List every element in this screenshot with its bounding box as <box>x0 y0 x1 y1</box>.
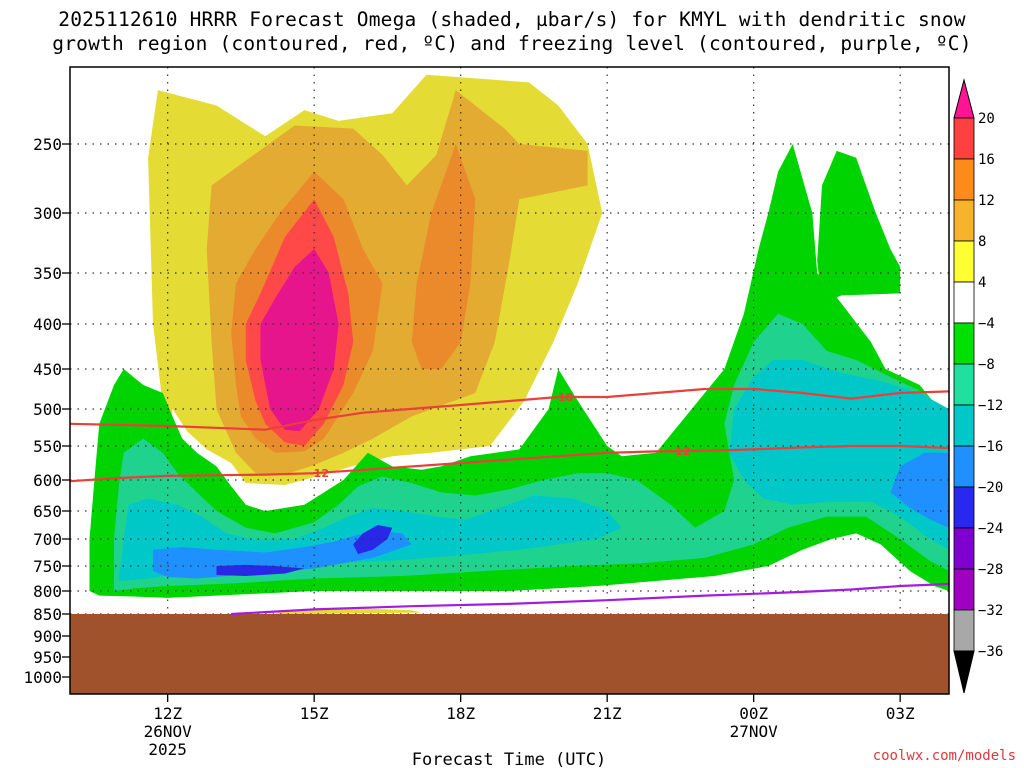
x-tick-label-12Z: 12Z <box>153 704 182 723</box>
contour-lines: -18 -12 -12 <box>70 387 949 616</box>
y-tick-label-800: 800 <box>33 582 62 601</box>
y-tick-label-950: 950 <box>33 648 62 667</box>
y-tick-label-700: 700 <box>33 530 62 549</box>
y-tick-label-850: 850 <box>33 605 62 624</box>
omega-region-4 <box>411 144 476 369</box>
colorbar-swatch-9 <box>953 445 975 488</box>
omega-region-15 <box>216 564 305 576</box>
x-tick-label-00Z: 00Z <box>739 704 768 723</box>
contour-label-1-1: -12 <box>670 445 690 458</box>
omega-region-10 <box>114 313 949 591</box>
y-axis: 250 300 350 400 450 500 550 600 650 700 750 800 850 9… <box>23 135 70 687</box>
colorbar-label-13: −36 <box>978 644 1003 660</box>
colorbar-swatch-10 <box>953 486 975 529</box>
colorbar-swatch-8 <box>953 404 975 447</box>
colorbar-bottom-arrow <box>953 650 975 694</box>
colorbar-label-7: −12 <box>978 398 1003 414</box>
contour-label-1-0: -12 <box>309 467 329 480</box>
contour-line-1 <box>70 444 949 483</box>
chart-title-line-1: 2025112610 HRRR Forecast Omega (shaded, … <box>58 8 966 31</box>
y-tick-label-450: 450 <box>33 360 62 379</box>
omega-region-9 <box>817 150 901 304</box>
x-date-label-12Z: 26NOV <box>144 722 193 741</box>
contour-line-0 <box>70 387 949 431</box>
colorbar-label-11: −28 <box>978 562 1003 578</box>
x-tick-label-18Z: 18Z <box>446 704 475 723</box>
y-tick-label-600: 600 <box>33 471 62 490</box>
x-date-label-00Z: 27NOV <box>730 722 779 741</box>
x-tick-label-15Z: 15Z <box>300 704 329 723</box>
y-tick-label-250: 250 <box>33 135 62 154</box>
colorbar-swatch-6 <box>953 322 975 365</box>
credit-link[interactable]: coolwx.com/models <box>873 748 1016 764</box>
ground-fill <box>70 614 949 694</box>
colorbar-label-3: 8 <box>978 234 986 250</box>
plot-frame <box>69 66 950 695</box>
y-tick-label-650: 650 <box>33 502 62 521</box>
x-tick-label-03Z: 03Z <box>886 704 915 723</box>
x-axis-title: Forecast Time (UTC) <box>412 750 606 768</box>
contour-label-0-0: -18 <box>553 391 573 404</box>
colorbar-label-12: −32 <box>978 603 1003 619</box>
colorbar: 20 16 12 8 4 −4 −8 −12 −16 −20 −24 −28 −32 −36 <box>953 78 1003 694</box>
y-tick-label-1000: 1000 <box>23 668 62 687</box>
omega-region-16 <box>353 525 393 555</box>
colorbar-swatch-2 <box>953 158 975 201</box>
colorbar-swatch-3 <box>953 199 975 242</box>
omega-region-14 <box>890 452 949 528</box>
colorbar-label-4: 4 <box>978 275 986 291</box>
colorbar-swatch-5 <box>953 281 975 324</box>
ground-layer <box>70 614 949 694</box>
y-tick-label-550: 550 <box>33 437 62 456</box>
colorbar-swatch-12 <box>953 568 975 611</box>
y-tick-label-300: 300 <box>33 204 62 223</box>
omega-shading <box>89 74 949 614</box>
colorbar-swatch-1 <box>953 117 975 160</box>
colorbar-label-6: −8 <box>978 357 995 373</box>
x-tick-label-21Z: 21Z <box>593 704 622 723</box>
colorbar-swatch-13 <box>953 609 975 652</box>
y-tick-label-350: 350 <box>33 264 62 283</box>
colorbar-top-arrow <box>953 78 975 119</box>
x-year-label-12Z: 2025 <box>148 740 187 759</box>
omega-region-12 <box>729 360 949 550</box>
chart-title-line-2: growth region (contoured, red, ºC) and f… <box>52 32 972 55</box>
colorbar-label-1: 16 <box>978 152 995 168</box>
y-tick-label-750: 750 <box>33 557 62 576</box>
contour-line-2 <box>231 582 949 616</box>
colorbar-swatch-7 <box>953 363 975 406</box>
colorbar-label-8: −16 <box>978 439 1003 455</box>
colorbar-label-10: −24 <box>978 521 1003 537</box>
colorbar-label-0: 20 <box>978 111 995 127</box>
y-tick-label-900: 900 <box>33 627 62 646</box>
omega-region-6 <box>260 249 339 432</box>
colorbar-swatch-11 <box>953 527 975 570</box>
colorbar-swatch-4 <box>953 240 975 283</box>
colorbar-label-9: −20 <box>978 480 1003 496</box>
colorbar-label-5: −4 <box>978 316 995 332</box>
y-tick-label-500: 500 <box>33 400 62 419</box>
y-tick-label-400: 400 <box>33 315 62 334</box>
colorbar-label-2: 12 <box>978 193 995 209</box>
